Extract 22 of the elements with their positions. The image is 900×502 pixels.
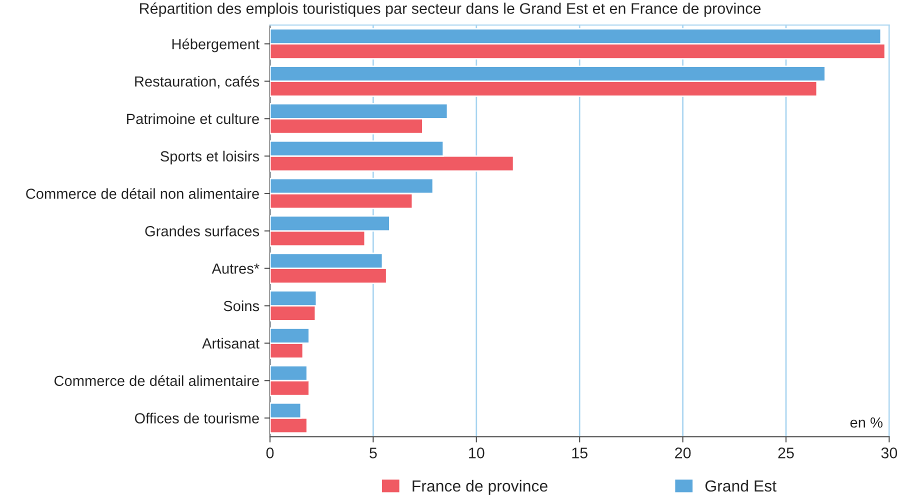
x-tick-label: 15 — [572, 448, 588, 458]
y-tick-label: Autres* — [212, 264, 260, 274]
legend-label: Grand Est — [705, 480, 776, 492]
y-tick-label: Patrimoine et culture — [127, 113, 259, 124]
x-tick-label: 25 — [778, 448, 794, 458]
x-tick-label: 10 — [469, 448, 484, 458]
y-tick-label: Commerce de détail alimentaire — [54, 375, 259, 386]
y-tick-label: Soins — [224, 300, 260, 312]
x-tick-label: 30 — [881, 448, 898, 458]
y-tick-label: Grandes surfaces — [145, 226, 260, 236]
y-tick-label: Offices de tourisme — [134, 412, 259, 424]
annotation: en % — [850, 417, 882, 428]
y-tick-label: Hébergement — [172, 38, 260, 52]
y-tick-label: Restauration, cafés — [135, 76, 260, 88]
x-tick-label: 0 — [266, 448, 274, 458]
y-tick-label: Artisanat — [202, 338, 260, 349]
x-tick-label: 20 — [675, 448, 691, 458]
y-tick-label: Sports et loisirs — [160, 150, 260, 164]
chart-title: Répartition des emplois touristiques par secteur dans le Grand Est et en France de province — [140, 2, 761, 17]
legend-label: France de province — [412, 480, 548, 495]
y-tick-label: Commerce de détail non alimentaire — [26, 188, 259, 199]
x-tick-label: 5 — [370, 448, 377, 458]
